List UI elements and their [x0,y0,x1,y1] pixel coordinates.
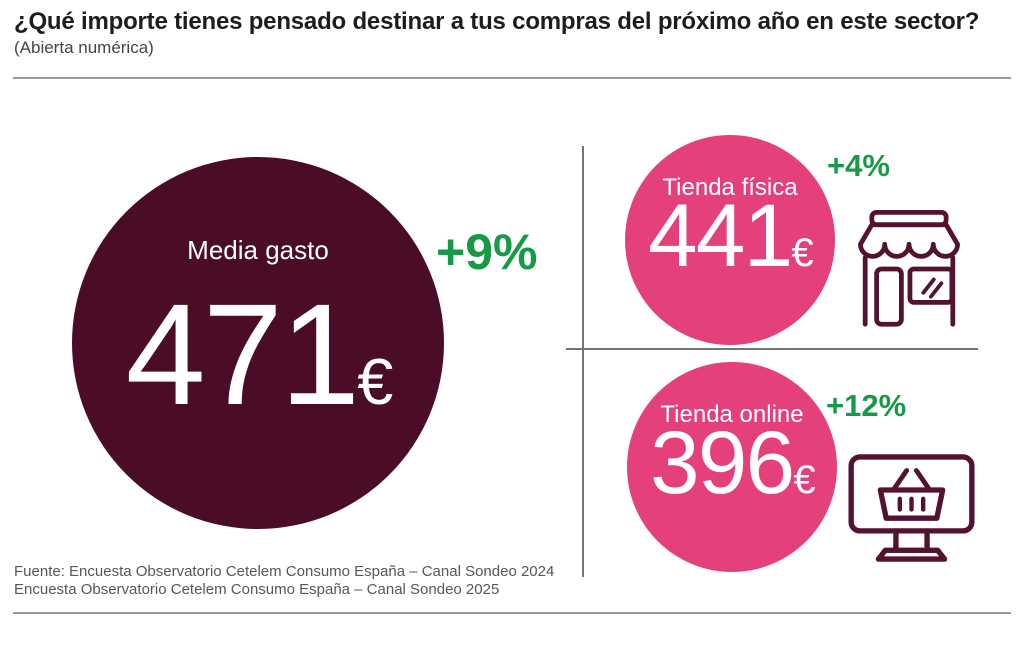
top-divider [13,77,1011,79]
source-note: Fuente: Encuesta Observatorio Cetelem Co… [14,563,554,599]
media-gasto-circle: Media gasto 471€ [72,157,444,529]
source-line-1: Fuente: Encuesta Observatorio Cetelem Co… [14,563,555,580]
tienda-fisica-delta: +4% [827,148,890,183]
source-line-2: Encuesta Observatorio Cetelem Consumo Es… [14,581,500,598]
page-title: ¿Qué importe tienes pensado destinar a t… [14,8,980,35]
tienda-online-delta: +12% [826,388,907,423]
media-gasto-delta: +9% [436,224,538,280]
tienda-fisica-circle: Tienda física 441€ [625,135,835,345]
middle-divider [566,348,978,350]
media-gasto-label: Media gasto [187,235,329,265]
tienda-fisica-label: Tienda física [662,174,798,201]
media-gasto-amount: 471 [125,274,361,435]
media-gasto-value: 471€ [72,283,444,427]
storefront-icon [849,208,969,330]
tienda-online-circle: Tienda online 396€ [627,362,837,572]
tienda-fisica-value: 441€ [625,191,835,280]
monitor-basket-icon [848,454,975,563]
bottom-divider [13,612,1011,614]
vertical-divider [582,146,584,577]
tienda-online-value: 396€ [627,418,837,507]
tienda-fisica-amount: 441 [648,185,793,285]
euro-symbol: € [357,345,393,418]
euro-symbol: € [793,458,815,502]
euro-symbol: € [791,231,813,275]
page-subtitle: (Abierta numérica) [14,38,154,57]
tienda-online-label: Tienda online [660,401,804,428]
tienda-online-amount: 396 [650,412,795,512]
